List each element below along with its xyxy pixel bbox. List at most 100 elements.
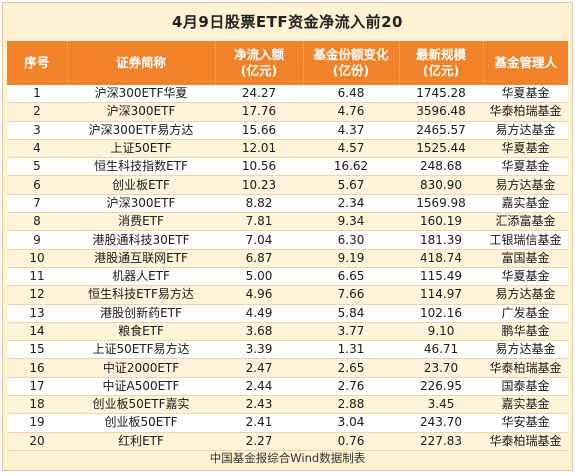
- cell-fund-manager: 华泰柏瑞基金: [483, 102, 568, 122]
- cell-net-inflow: 6.87: [215, 249, 303, 268]
- table-row: 19 创业板50ETF 2.41 3.04 243.70 华安基金: [7, 413, 568, 433]
- table-row: 10 港股通互联网ETF 6.87 9.19 418.74 富国基金: [7, 249, 568, 268]
- cell-share-change: 0.76: [303, 432, 399, 451]
- cell-net-inflow: 10.23: [215, 175, 303, 195]
- table-body: 1 沪深300ETF华夏 24.27 6.48 1745.28 华夏基金 2 沪深300ETF…: [7, 85, 568, 451]
- cell-index: 15: [7, 340, 67, 360]
- header-latest-size-line2: (亿元): [422, 63, 460, 78]
- cell-fund-manager: 易方达基金: [483, 175, 568, 195]
- cell-latest-size: 115.49: [399, 267, 483, 287]
- cell-net-inflow: 7.81: [215, 212, 303, 232]
- cell-net-inflow: 4.49: [215, 304, 303, 323]
- table-row: 13 港股创新药ETF 4.49 5.84 102.16 广发基金: [7, 304, 568, 323]
- cell-security-name: 沪深300ETF华夏: [67, 85, 215, 104]
- header-latest-size: 最新规模 (亿元): [399, 41, 484, 85]
- cell-latest-size: 9.10: [399, 322, 483, 342]
- cell-net-inflow: 3.68: [215, 322, 303, 342]
- cell-share-change: 9.19: [303, 249, 399, 268]
- header-net-inflow-line1: 净流入额: [233, 47, 284, 62]
- cell-security-name: 港股创新药ETF: [67, 304, 215, 323]
- cell-security-name: 港股通科技30ETF: [67, 230, 215, 250]
- table-row: 1 沪深300ETF华夏 24.27 6.48 1745.28 华夏基金: [7, 85, 568, 104]
- cell-latest-size: 181.39: [399, 230, 483, 250]
- cell-security-name: 红利ETF: [67, 432, 215, 451]
- header-manager: 基金管理人: [483, 41, 568, 85]
- cell-net-inflow: 2.44: [215, 377, 303, 397]
- cell-net-inflow: 10.56: [215, 157, 303, 177]
- cell-latest-size: 226.95: [399, 377, 483, 397]
- cell-net-inflow: 24.27: [215, 85, 303, 104]
- cell-net-inflow: 17.76: [215, 102, 303, 122]
- cell-net-inflow: 3.39: [215, 340, 303, 360]
- cell-latest-size: 3.45: [399, 395, 483, 415]
- table-row: 11 机器人ETF 5.00 6.65 115.49 华夏基金: [7, 267, 568, 287]
- cell-fund-manager: 华夏基金: [483, 139, 568, 159]
- header-row: 序号 证券简称 净流入额 (亿元) 基金份额变化 (亿份) 最新规模 (亿元) …: [7, 41, 568, 85]
- table-row: 7 沪深300ETF 8.82 2.34 1569.98 嘉实基金: [7, 194, 568, 214]
- table-row: 18 创业板50ETF嘉实 2.43 2.88 3.45 嘉实基金: [7, 395, 568, 415]
- cell-latest-size: 1525.44: [399, 139, 483, 159]
- cell-share-change: 2.34: [303, 194, 399, 214]
- cell-fund-manager: 工银瑞信基金: [483, 230, 568, 250]
- cell-share-change: 6.65: [303, 267, 399, 287]
- cell-latest-size: 418.74: [399, 249, 483, 268]
- cell-index: 13: [7, 304, 67, 323]
- cell-security-name: 沪深300ETF易方达: [67, 121, 215, 140]
- cell-fund-manager: 华夏基金: [483, 157, 568, 177]
- table-row: 15 上证50ETF易方达 3.39 1.31 46.71 易方达基金: [7, 340, 568, 360]
- table-row: 16 中证2000ETF 2.47 2.65 23.70 华泰柏瑞基金: [7, 358, 568, 378]
- cell-latest-size: 114.97: [399, 285, 483, 305]
- cell-index: 20: [7, 432, 67, 451]
- table-row: 4 上证50ETF 12.01 4.57 1525.44 华夏基金: [7, 139, 568, 159]
- cell-share-change: 2.88: [303, 395, 399, 415]
- cell-security-name: 上证50ETF易方达: [67, 340, 215, 360]
- cell-share-change: 7.66: [303, 285, 399, 305]
- table-row: 6 创业板ETF 10.23 5.67 830.90 易方达基金: [7, 175, 568, 195]
- table-row: 2 沪深300ETF 17.76 4.76 3596.48 华泰柏瑞基金: [7, 102, 568, 122]
- cell-index: 7: [7, 194, 67, 214]
- cell-security-name: 消费ETF: [67, 212, 215, 232]
- cell-net-inflow: 2.27: [215, 432, 303, 451]
- table-row: 8 消费ETF 7.81 9.34 160.19 汇添富基金: [7, 212, 568, 232]
- cell-latest-size: 2465.57: [399, 121, 483, 140]
- cell-index: 5: [7, 157, 67, 177]
- cell-index: 4: [7, 139, 67, 159]
- header-share-change: 基金份额变化 (亿份): [303, 41, 400, 85]
- cell-share-change: 4.57: [303, 139, 399, 159]
- cell-fund-manager: 广发基金: [483, 304, 568, 323]
- table-header: 序号 证券简称 净流入额 (亿元) 基金份额变化 (亿份) 最新规模 (亿元) …: [7, 41, 568, 85]
- cell-security-name: 粮食ETF: [67, 322, 215, 342]
- cell-net-inflow: 2.47: [215, 358, 303, 378]
- cell-security-name: 恒生科技ETF易方达: [67, 285, 215, 305]
- cell-latest-size: 227.83: [399, 432, 483, 451]
- cell-net-inflow: 8.82: [215, 194, 303, 214]
- cell-fund-manager: 华夏基金: [483, 85, 568, 104]
- cell-fund-manager: 华泰柏瑞基金: [483, 432, 568, 451]
- cell-net-inflow: 4.96: [215, 285, 303, 305]
- cell-security-name: 中证A500ETF: [67, 377, 215, 397]
- cell-share-change: 16.62: [303, 157, 399, 177]
- cell-fund-manager: 汇添富基金: [483, 212, 568, 232]
- cell-index: 3: [7, 121, 67, 140]
- cell-latest-size: 1569.98: [399, 194, 483, 214]
- cell-index: 19: [7, 413, 67, 433]
- cell-security-name: 上证50ETF: [67, 139, 215, 159]
- cell-share-change: 5.67: [303, 175, 399, 195]
- cell-security-name: 恒生科技指数ETF: [67, 157, 215, 177]
- cell-index: 18: [7, 395, 67, 415]
- cell-fund-manager: 国泰基金: [483, 377, 568, 397]
- cell-security-name: 沪深300ETF: [67, 102, 215, 122]
- cell-index: 10: [7, 249, 67, 268]
- cell-index: 2: [7, 102, 67, 122]
- cell-security-name: 沪深300ETF: [67, 194, 215, 214]
- cell-security-name: 港股通互联网ETF: [67, 249, 215, 268]
- table-row: 14 粮食ETF 3.68 3.77 9.10 鹏华基金: [7, 322, 568, 342]
- cell-index: 17: [7, 377, 67, 397]
- cell-share-change: 9.34: [303, 212, 399, 232]
- cell-fund-manager: 鹏华基金: [483, 322, 568, 342]
- cell-latest-size: 830.90: [399, 175, 483, 195]
- cell-share-change: 2.65: [303, 358, 399, 378]
- etf-inflow-table: 序号 证券简称 净流入额 (亿元) 基金份额变化 (亿份) 最新规模 (亿元) …: [7, 41, 568, 451]
- cell-index: 14: [7, 322, 67, 342]
